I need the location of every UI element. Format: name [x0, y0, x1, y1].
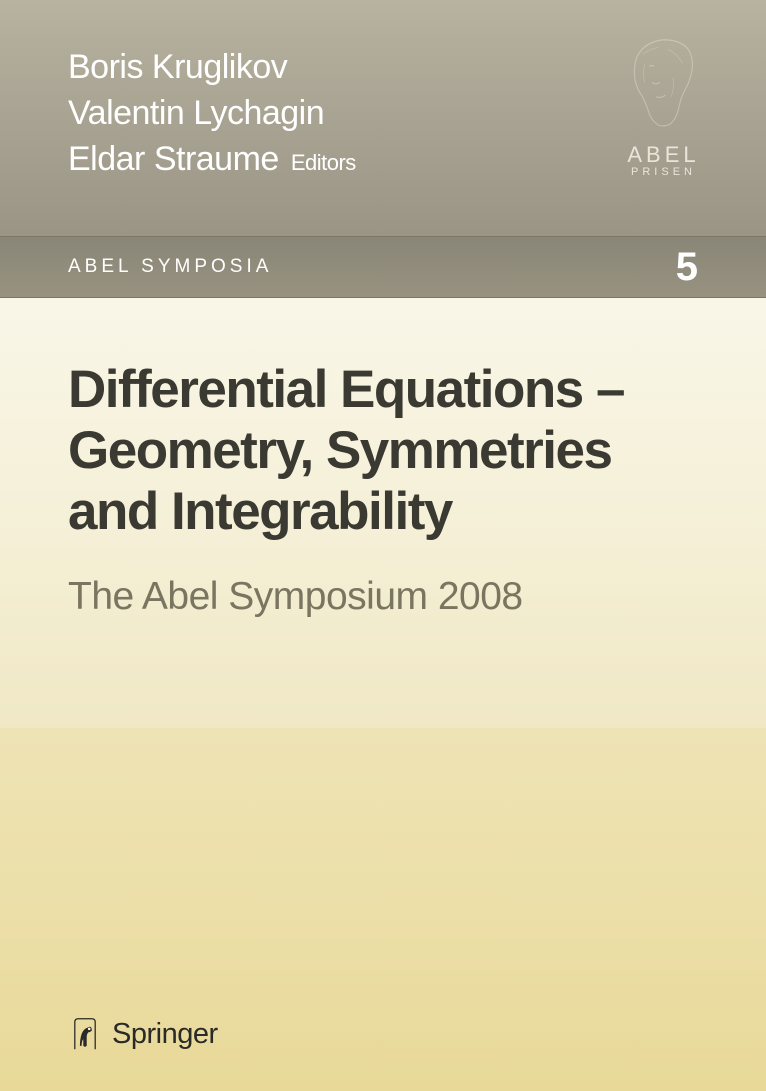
editors-label: Editors — [291, 150, 356, 175]
bottom-section: Springer — [0, 728, 766, 1091]
editors-block: Boris Kruglikov Valentin Lychagin Eldar … — [68, 45, 698, 183]
abel-logo-name: ABEL — [616, 142, 711, 168]
springer-horse-icon — [68, 1015, 102, 1053]
publisher-name: Springer — [112, 1018, 218, 1051]
title-section: Differential Equations – Geometry, Symme… — [0, 298, 766, 728]
volume-number: 5 — [676, 245, 698, 290]
editor-name-1: Boris Kruglikov — [68, 45, 698, 91]
main-title: Differential Equations – Geometry, Symme… — [68, 360, 698, 543]
abel-prize-logo: ABEL PRISEN — [616, 30, 711, 178]
abel-head-icon — [616, 30, 711, 135]
editor-name-3-text: Eldar Straume — [68, 140, 279, 178]
series-bar: ABEL SYMPOSIA 5 — [0, 236, 766, 298]
series-name: ABEL SYMPOSIA — [68, 256, 272, 278]
editor-name-2: Valentin Lychagin — [68, 91, 698, 137]
subtitle: The Abel Symposium 2008 — [68, 575, 698, 619]
editor-name-3: Eldar Straume Editors — [68, 137, 698, 183]
editors-header-section: Boris Kruglikov Valentin Lychagin Eldar … — [0, 0, 766, 236]
publisher-block: Springer — [68, 1015, 218, 1053]
